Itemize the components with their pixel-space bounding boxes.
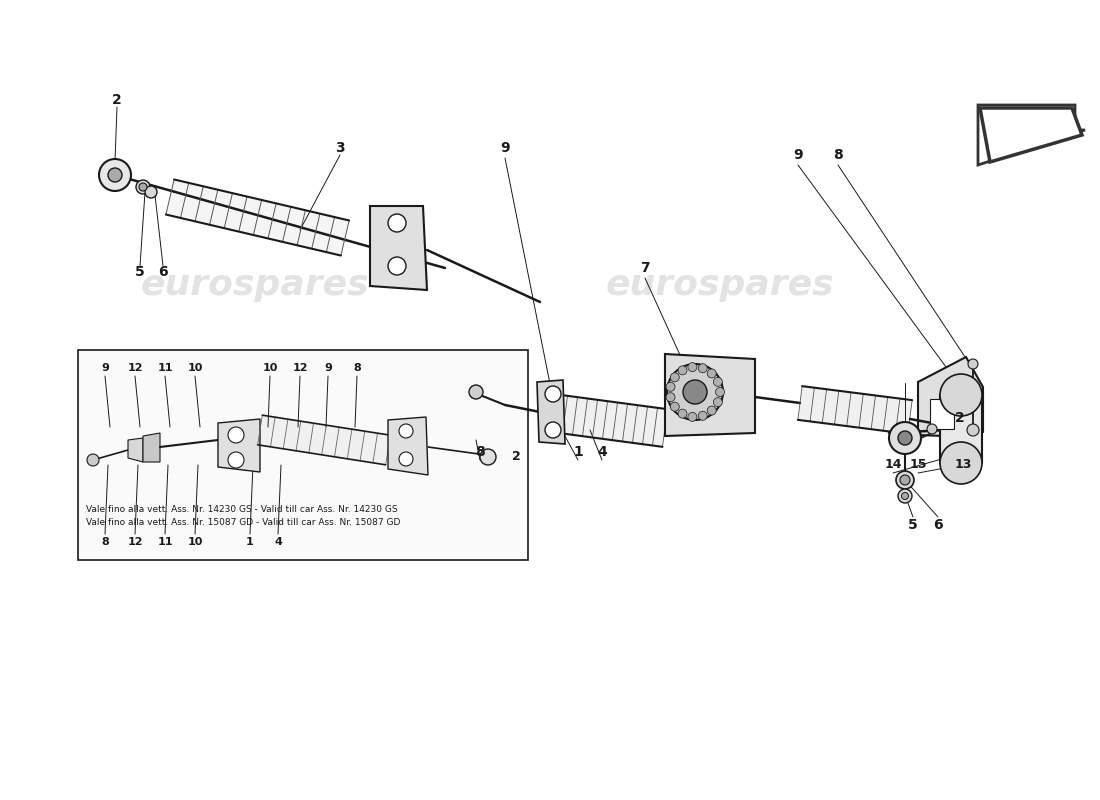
Text: 1: 1 bbox=[246, 537, 254, 547]
Text: 6: 6 bbox=[933, 518, 943, 532]
Circle shape bbox=[99, 159, 131, 191]
Text: 2: 2 bbox=[512, 450, 520, 463]
Bar bbox=[930, 399, 954, 429]
Polygon shape bbox=[542, 393, 668, 447]
Circle shape bbox=[139, 183, 147, 191]
Bar bbox=[78, 350, 528, 560]
Circle shape bbox=[108, 168, 122, 182]
Text: 10: 10 bbox=[187, 537, 202, 547]
Text: Vale fino alla vett. Ass. Nr. 15087 GD - Valid till car Ass. Nr. 15087 GD: Vale fino alla vett. Ass. Nr. 15087 GD -… bbox=[86, 518, 400, 527]
Text: 8: 8 bbox=[101, 537, 109, 547]
Text: 9: 9 bbox=[101, 363, 109, 373]
Polygon shape bbox=[128, 438, 143, 462]
Text: 7: 7 bbox=[640, 261, 650, 275]
Circle shape bbox=[145, 186, 157, 198]
Circle shape bbox=[900, 475, 910, 485]
Polygon shape bbox=[798, 386, 912, 434]
Circle shape bbox=[228, 452, 244, 468]
Text: 6: 6 bbox=[158, 265, 168, 279]
Text: 2: 2 bbox=[112, 93, 122, 107]
Text: 3: 3 bbox=[336, 141, 344, 155]
Circle shape bbox=[698, 364, 707, 373]
Circle shape bbox=[902, 493, 909, 499]
Circle shape bbox=[399, 424, 412, 438]
Text: 15: 15 bbox=[910, 458, 926, 471]
Text: 9: 9 bbox=[500, 141, 509, 155]
Circle shape bbox=[683, 380, 707, 404]
Text: 11: 11 bbox=[157, 363, 173, 373]
Circle shape bbox=[469, 385, 483, 399]
Circle shape bbox=[388, 214, 406, 232]
Text: 5: 5 bbox=[909, 518, 917, 532]
Text: eurospares: eurospares bbox=[141, 268, 370, 302]
Circle shape bbox=[927, 424, 937, 434]
Circle shape bbox=[698, 411, 707, 420]
Circle shape bbox=[713, 378, 723, 386]
Text: 14: 14 bbox=[884, 458, 902, 471]
Circle shape bbox=[968, 359, 978, 369]
Text: Vale fino alla vett. Ass. Nr. 14230 GS - Valid till car Ass. Nr. 14230 GS: Vale fino alla vett. Ass. Nr. 14230 GS -… bbox=[86, 505, 397, 514]
Circle shape bbox=[480, 449, 496, 465]
Circle shape bbox=[666, 382, 675, 391]
Text: 2: 2 bbox=[955, 411, 965, 425]
Text: eurospares: eurospares bbox=[606, 268, 834, 302]
Polygon shape bbox=[166, 179, 349, 255]
Circle shape bbox=[688, 362, 697, 372]
Polygon shape bbox=[980, 108, 1082, 162]
Circle shape bbox=[667, 364, 723, 420]
Text: 12: 12 bbox=[293, 363, 308, 373]
Polygon shape bbox=[143, 433, 160, 462]
Bar bbox=[940, 395, 982, 463]
Polygon shape bbox=[978, 105, 1085, 165]
Polygon shape bbox=[388, 417, 428, 475]
Circle shape bbox=[87, 454, 99, 466]
Circle shape bbox=[940, 442, 982, 484]
Text: 5: 5 bbox=[135, 265, 145, 279]
Text: 4: 4 bbox=[597, 445, 607, 459]
Circle shape bbox=[670, 373, 680, 382]
Circle shape bbox=[399, 452, 412, 466]
Circle shape bbox=[388, 257, 406, 275]
Circle shape bbox=[544, 422, 561, 438]
Text: 8: 8 bbox=[353, 363, 361, 373]
Circle shape bbox=[707, 406, 716, 415]
Polygon shape bbox=[370, 206, 427, 290]
Polygon shape bbox=[666, 354, 755, 436]
Circle shape bbox=[228, 427, 244, 443]
Text: 4: 4 bbox=[274, 537, 282, 547]
Circle shape bbox=[713, 398, 723, 406]
Circle shape bbox=[898, 489, 912, 503]
Text: 10: 10 bbox=[262, 363, 277, 373]
Circle shape bbox=[940, 374, 982, 416]
Polygon shape bbox=[537, 380, 565, 444]
Text: 10: 10 bbox=[187, 363, 202, 373]
Polygon shape bbox=[257, 415, 390, 465]
Circle shape bbox=[678, 366, 688, 375]
Text: 8: 8 bbox=[833, 148, 843, 162]
Text: 12: 12 bbox=[128, 537, 143, 547]
Circle shape bbox=[666, 393, 675, 402]
Text: 13: 13 bbox=[955, 458, 971, 471]
Circle shape bbox=[136, 180, 150, 194]
Circle shape bbox=[707, 369, 716, 378]
Text: 12: 12 bbox=[128, 363, 143, 373]
Circle shape bbox=[715, 387, 725, 397]
Circle shape bbox=[688, 412, 697, 422]
Circle shape bbox=[896, 471, 914, 489]
Circle shape bbox=[967, 424, 979, 436]
Text: 11: 11 bbox=[157, 537, 173, 547]
Polygon shape bbox=[218, 419, 260, 472]
Circle shape bbox=[670, 402, 680, 411]
Text: 9: 9 bbox=[793, 148, 803, 162]
Text: 1: 1 bbox=[573, 445, 583, 459]
Circle shape bbox=[678, 409, 688, 418]
Circle shape bbox=[889, 422, 921, 454]
Text: 8: 8 bbox=[475, 445, 485, 459]
Circle shape bbox=[898, 431, 912, 445]
Text: 9: 9 bbox=[324, 363, 332, 373]
Polygon shape bbox=[918, 357, 983, 437]
Circle shape bbox=[544, 386, 561, 402]
